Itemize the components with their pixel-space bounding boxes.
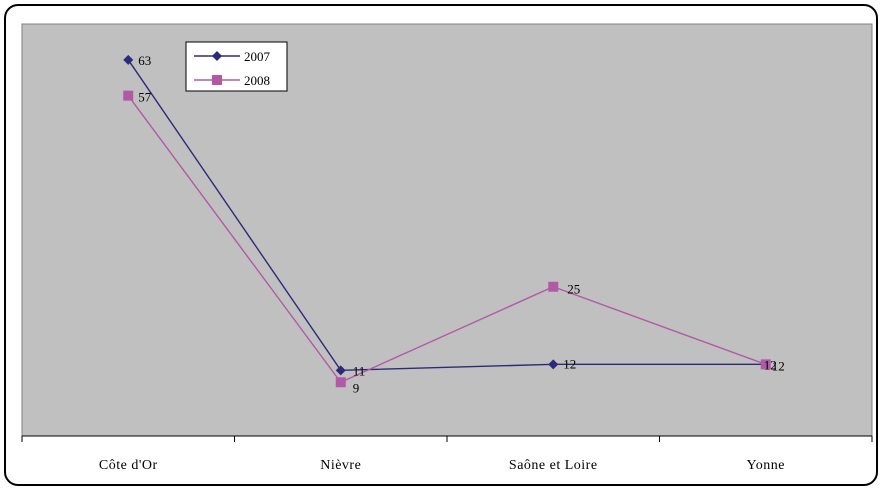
data-label: 63: [138, 53, 151, 68]
point-marker: [760, 359, 771, 370]
category-labels: Côte d'Or Nièvre Saône et Loire Yonne: [99, 458, 785, 473]
legend: 2007 2008: [185, 41, 288, 92]
point-marker: [123, 54, 134, 65]
data-label: 11: [353, 363, 366, 378]
data-label: 12: [563, 356, 576, 371]
data-label: 57: [138, 90, 152, 105]
x-axis: [21, 435, 873, 442]
data-label: 12: [764, 357, 777, 372]
series-markers: [123, 54, 771, 388]
plot-area: [21, 23, 873, 437]
series-line-2007: [127, 59, 766, 372]
point-marker: [335, 377, 346, 388]
point-marker: [548, 359, 559, 370]
point-marker: [335, 365, 346, 376]
legend-label: 2007: [244, 49, 271, 64]
x-tick-label: Yonne: [747, 458, 785, 473]
x-tick-label: Saône et Loire: [509, 458, 598, 473]
legend-box: [185, 41, 288, 92]
point-marker: [548, 281, 559, 292]
series-lines: [127, 59, 766, 384]
data-label: 12: [772, 358, 785, 373]
point-marker: [212, 51, 222, 61]
data-label: 25: [567, 282, 580, 297]
x-tick-label: Nièvre: [320, 458, 361, 473]
data-label: 9: [353, 380, 360, 395]
point-marker: [212, 75, 222, 85]
series-line-2008: [127, 95, 766, 384]
legend-label: 2008: [244, 73, 270, 88]
x-tick-label: Côte d'Or: [99, 458, 158, 473]
point-marker: [123, 90, 134, 101]
